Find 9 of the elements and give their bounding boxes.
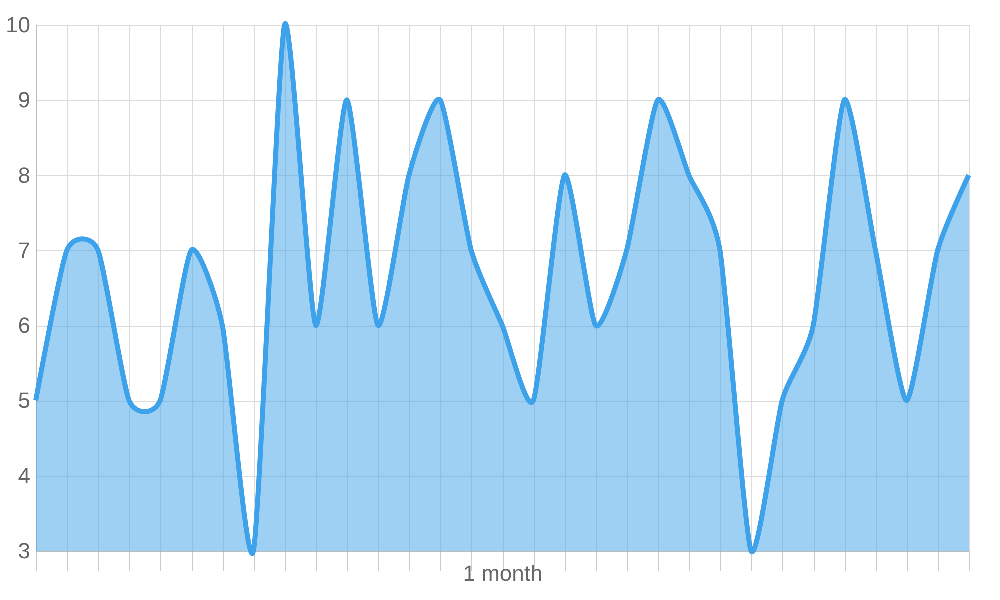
y-tick-label: 10 [6, 12, 30, 38]
y-tick-label: 4 [18, 463, 30, 488]
y-tick-label: 8 [18, 162, 30, 188]
x-axis-title: 1 month [463, 561, 543, 586]
y-tick-label: 6 [18, 313, 30, 338]
y-tick-label: 9 [18, 88, 30, 113]
y-tick-label: 7 [18, 238, 30, 263]
y-tick-label: 3 [18, 538, 30, 564]
y-tick-label: 5 [18, 388, 30, 414]
